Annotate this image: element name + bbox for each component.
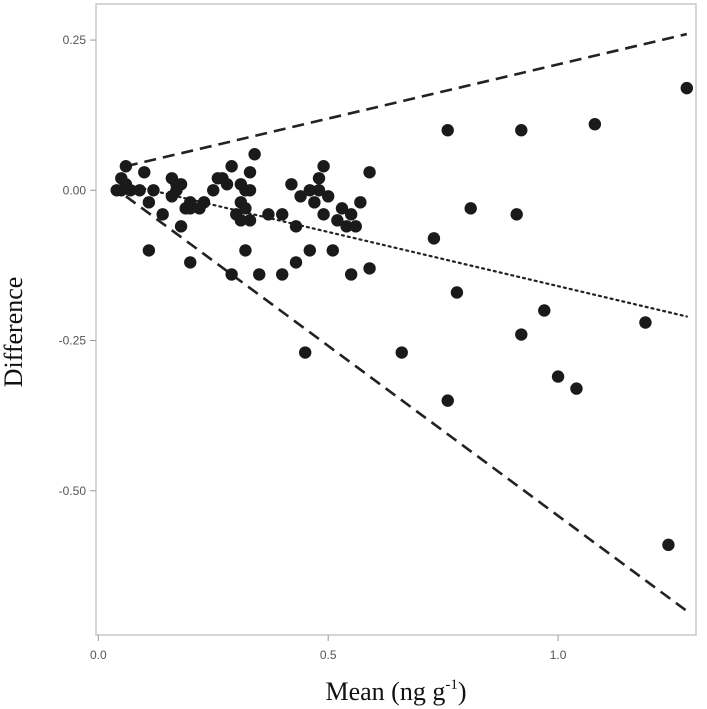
x-axis-title-main: Mean (ng g [325,677,445,706]
limit-line-dashed [125,195,688,613]
data-point [326,244,339,257]
data-point [354,196,367,209]
data-point [680,81,694,95]
data-point [289,256,303,269]
axis-ticks: 0.25 0.00 -0.25 -0.50 0.0 0.5 1.0 [59,33,567,662]
data-point [538,304,551,317]
plot-panel [95,3,697,636]
data-point [344,208,358,221]
data-point [243,184,257,197]
data-point [303,184,316,197]
data-point [142,196,156,209]
data-point [340,220,353,233]
limit-line-dashed [125,32,688,168]
data-point [294,190,307,203]
data-point [243,166,257,179]
data-point [239,244,252,257]
data-point [395,346,408,359]
data-point [464,202,477,215]
data-points [110,81,694,552]
data-point [276,268,289,281]
data-point [174,178,188,191]
data-point [515,124,528,137]
data-point [174,220,188,233]
data-point [588,117,602,131]
y-tick-label: 0.00 [63,183,87,197]
data-point [225,268,238,281]
data-point [147,184,160,197]
y-tick-label: -0.25 [59,334,87,348]
data-point [119,160,133,173]
data-point [570,382,583,395]
data-point [285,178,298,191]
reference-lines [124,32,688,613]
data-point [335,202,349,215]
data-point [312,172,326,185]
data-point [207,184,220,197]
data-point [243,214,257,227]
data-point [262,208,275,221]
data-point [239,202,252,215]
y-tick-label: 0.25 [63,33,87,47]
data-point [142,244,156,257]
data-point [234,214,248,227]
data-point [662,538,675,552]
x-axis-title: Mean (ng g-1) [325,677,466,706]
y-tick-label: -0.50 [59,484,87,498]
data-point [331,214,344,227]
data-point [308,196,321,209]
data-point [441,394,454,407]
data-point [363,166,376,179]
y-axis-title: Difference [0,277,28,388]
data-point [515,328,528,341]
data-point [248,148,261,161]
data-point [197,196,211,209]
data-point [639,316,652,329]
x-axis-title-superscript: -1 [445,677,458,693]
data-point [276,208,289,221]
x-axis-title-suffix: ) [458,677,467,706]
data-point [124,184,137,197]
data-point [133,184,146,197]
data-point [317,208,330,221]
data-point [220,178,234,191]
data-point [184,256,197,269]
x-tick-label: 0.5 [320,648,337,662]
data-point [289,220,303,233]
data-point [510,208,523,221]
data-point [225,160,238,173]
data-point [344,268,358,281]
data-point [551,370,565,383]
data-point [349,220,362,233]
data-point [253,268,266,281]
data-point [427,232,441,245]
data-point [138,166,151,179]
data-point [312,184,326,197]
data-point [184,202,197,215]
data-point [321,190,335,203]
x-tick-label: 1.0 [550,648,567,662]
data-point [317,160,330,173]
data-point [363,262,376,275]
data-point [441,124,454,137]
data-point [303,244,316,257]
data-point [156,208,169,221]
x-tick-label: 0.0 [90,648,107,662]
trend-line-dotted [124,183,688,318]
data-point [450,286,464,299]
data-point [298,346,312,359]
